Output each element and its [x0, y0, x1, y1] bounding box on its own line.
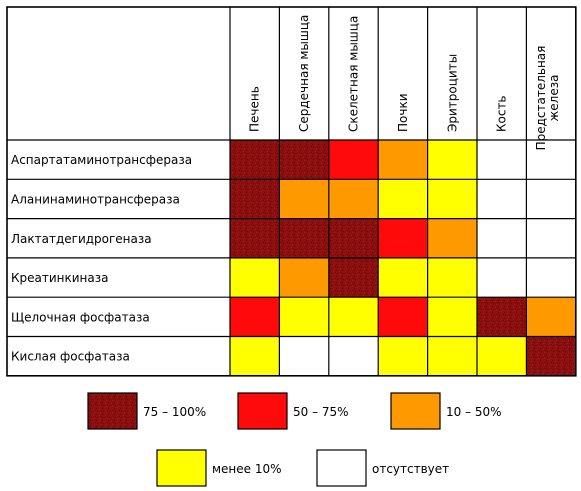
heatmap-cell	[477, 297, 527, 337]
legend-swatch	[87, 392, 138, 430]
heatmap-cell	[279, 179, 329, 219]
heatmap-cell	[427, 297, 477, 337]
column-header: Сердечная мышца	[297, 15, 311, 132]
heatmap-cell	[477, 218, 527, 258]
heatmap-cell	[526, 257, 576, 298]
heatmap-cell	[378, 218, 428, 258]
column-header: железа	[547, 75, 561, 122]
heatmap-cell	[526, 179, 576, 219]
column-header: Предстательная	[534, 46, 548, 151]
heatmap-cell	[230, 336, 280, 376]
heatmap-cell	[427, 218, 477, 258]
row-label: Аланинаминотрансфераза	[11, 192, 180, 206]
column-header: Эритроциты	[445, 54, 459, 132]
row-label: Щелочная фосфатаза	[11, 310, 150, 324]
heatmap-cell	[328, 179, 379, 219]
column-header: Почки	[396, 93, 410, 132]
heatmap-cell	[328, 336, 379, 376]
heatmap-cell	[230, 297, 280, 337]
row-label: Аспартатаминотрансфераза	[11, 153, 192, 167]
row-label: Кислая фосфатаза	[11, 350, 130, 364]
legend-swatch	[390, 392, 441, 430]
heatmap-cell	[279, 140, 329, 180]
heatmap-cell	[526, 218, 576, 258]
heatmap-cell	[477, 140, 527, 180]
heatmap-cell	[230, 257, 280, 298]
heatmap-cell	[526, 336, 576, 376]
legend-label: менее 10%	[212, 462, 282, 476]
heatmap-cell	[526, 140, 576, 180]
heatmap-cell	[526, 297, 576, 337]
heatmap-cell	[427, 140, 477, 180]
heatmap-cell	[427, 336, 477, 376]
legend-label: 75 – 100%	[143, 405, 206, 419]
heatmap-cell	[378, 336, 428, 376]
heatmap-cell	[328, 140, 379, 180]
heatmap-cell	[279, 336, 329, 376]
legend-label: 50 – 75%	[293, 405, 349, 419]
legend-swatch	[237, 392, 288, 430]
row-label: Лактатдегидрогеназа	[11, 232, 152, 246]
heatmap-cell	[328, 257, 379, 298]
legend-swatch	[316, 449, 367, 487]
legend-label: 10 – 50%	[446, 405, 502, 419]
heatmap-cell	[477, 257, 527, 298]
heatmap-cell	[427, 179, 477, 219]
legend-label: отсутствует	[372, 462, 449, 476]
heatmap-cell	[230, 218, 280, 258]
heatmap-cell	[279, 218, 329, 258]
heatmap-cell	[279, 297, 329, 337]
heatmap-cell	[378, 257, 428, 298]
heatmap-cell	[378, 297, 428, 337]
heatmap-cell	[328, 297, 379, 337]
heatmap-cell	[427, 257, 477, 298]
heatmap-cell	[230, 179, 280, 219]
row-label: Креатинкиназа	[11, 271, 109, 285]
heatmap-cell	[477, 336, 527, 376]
heatmap-cell	[378, 179, 428, 219]
heatmap-cell	[477, 179, 527, 219]
column-header: Кость	[495, 95, 509, 132]
heatmap-cell	[279, 257, 329, 298]
heatmap-cell	[328, 218, 379, 258]
legend-swatch	[156, 449, 207, 487]
column-header: Скелетная мышца	[347, 16, 361, 132]
heatmap-cell	[378, 140, 428, 180]
column-header: Печень	[248, 86, 262, 132]
heatmap-cell	[230, 140, 280, 180]
